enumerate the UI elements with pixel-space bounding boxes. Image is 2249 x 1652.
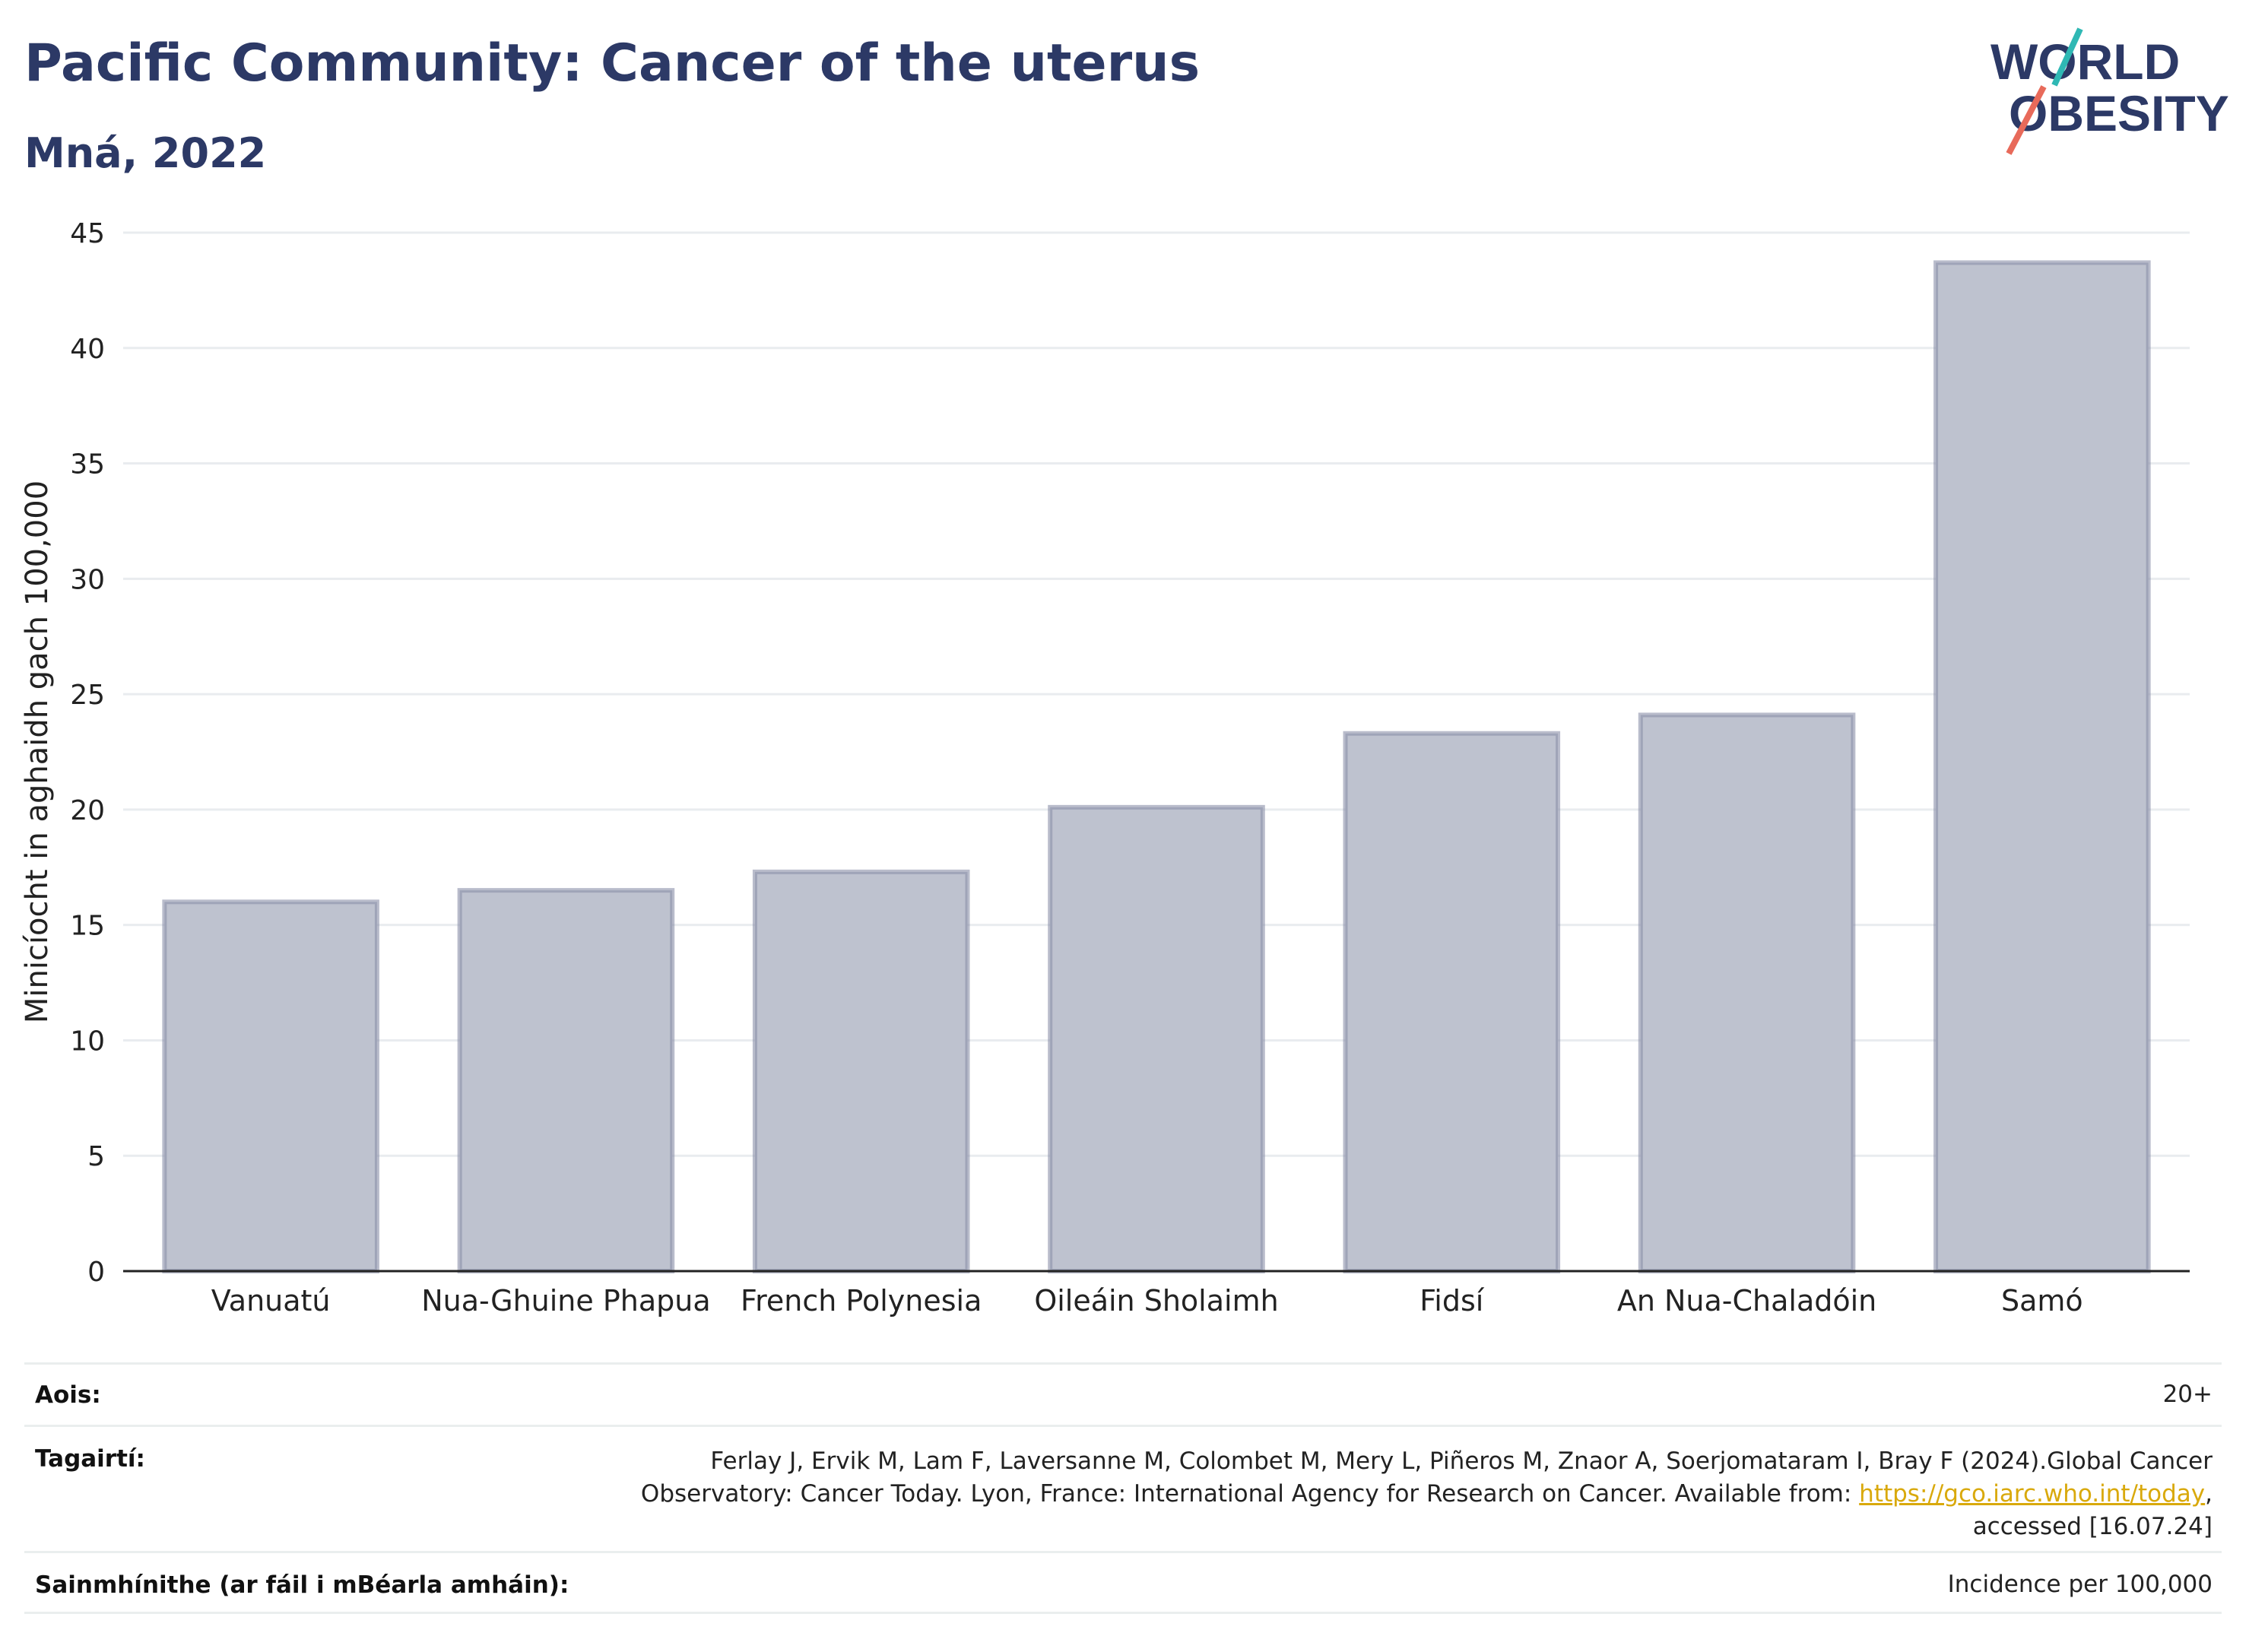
bar-4 [1343, 731, 1561, 1273]
age-value: 20+ [2162, 1381, 2213, 1408]
y-tick-label: 15 [70, 911, 105, 942]
x-tick-label: Oileáin Sholaimh [1034, 1284, 1278, 1317]
y-tick-label: 10 [70, 1026, 105, 1057]
chart-title: Pacific Community: Cancer of the uterus [24, 33, 1201, 94]
x-tick-label: An Nua-Chaladóin [1617, 1284, 1876, 1317]
references-line3: accessed [16.07.24] [1972, 1513, 2213, 1540]
x-tick-label: French Polynesia [741, 1284, 982, 1317]
bar-chart: 0 5 10 15 20 25 30 35 40 45 Vanuatú Nua-Ghuine Pha… [20, 218, 2190, 1317]
logo-slash-teal [2051, 27, 2083, 87]
bars [162, 260, 2151, 1274]
logo-line2: OBESITY [2009, 85, 2229, 141]
bar-1 [457, 888, 675, 1273]
bar-3 [1048, 804, 1265, 1274]
definitions-value: Incidence per 100,000 [1947, 1571, 2213, 1598]
world-obesity-logo: WORLD OBESITY [1990, 27, 2229, 155]
y-tick-label: 30 [70, 564, 105, 595]
references-line1: Ferlay J, Ervik M, Lam F, Laversanne M, … [710, 1447, 2213, 1475]
references-label: Tagairtí: [35, 1445, 145, 1473]
y-tick-label: 5 [87, 1141, 105, 1172]
y-tick-label: 0 [87, 1257, 105, 1288]
y-axis-ticks: 0 5 10 15 20 25 30 35 40 45 [70, 218, 105, 1288]
y-tick-label: 40 [70, 334, 105, 365]
x-axis-ticks: Vanuatú Nua-Ghuine Phapua French Polynesia… [211, 1284, 2083, 1317]
y-tick-label: 45 [70, 218, 105, 249]
meta-references-row: Tagairtí: Ferlay J, Ervik M, Lam F, Lave… [24, 1425, 2222, 1553]
y-tick-label: 20 [70, 795, 105, 826]
logo-line1: WORLD [1990, 33, 2180, 90]
logo-slash-coral [2006, 85, 2047, 155]
y-axis-title: Minicíocht in aghaidh gach 100,000 [20, 480, 55, 1023]
definitions-label: Sainmhínithe (ar fáil i mBéarla amháin): [35, 1571, 569, 1599]
meta-definitions-row: Sainmhínithe (ar fáil i mBéarla amháin):… [24, 1551, 2222, 1614]
bar-5 [1638, 712, 1856, 1273]
x-tick-label: Vanuatú [211, 1284, 331, 1317]
bar-2 [752, 869, 970, 1273]
chart-subtitle: Mná, 2022 [24, 129, 267, 177]
x-tick-label: Fidsí [1420, 1284, 1485, 1317]
references-line2: Observatory: Cancer Today. Lyon, France:… [640, 1480, 2213, 1508]
references-value: Ferlay J, Ervik M, Lam F, Laversanne M, … [641, 1445, 2213, 1543]
y-tick-label: 35 [70, 449, 105, 480]
x-tick-label: Nua-Ghuine Phapua [421, 1284, 710, 1317]
age-label: Aois: [35, 1381, 101, 1409]
bar-0 [162, 899, 379, 1274]
bar-6 [1933, 260, 2151, 1273]
meta-age-row: Aois: 20+ [24, 1362, 2222, 1427]
y-tick-label: 25 [70, 680, 105, 711]
x-tick-label: Samó [2001, 1284, 2083, 1317]
bottom-divider [24, 1612, 2222, 1614]
references-link[interactable]: https://gco.iarc.who.int/today [1859, 1480, 2206, 1508]
